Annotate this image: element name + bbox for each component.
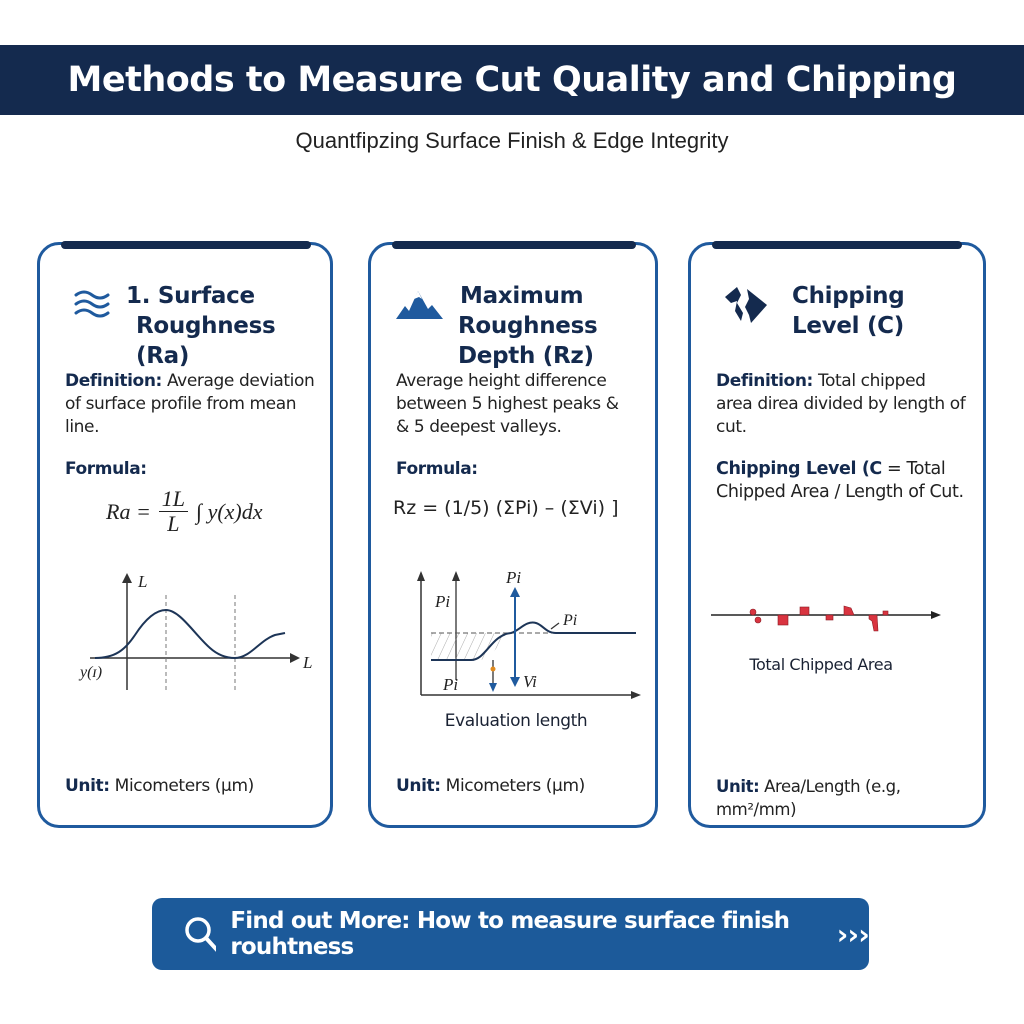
card-surface-roughness: 1. Surface Roughness (Ra) Definition: Ave… (37, 241, 333, 828)
card-top-bar (61, 241, 311, 249)
search-icon (185, 917, 217, 952)
broken-edge-icon (725, 287, 767, 323)
formula-rz: Rz = (1/5) (ΣPi) – (ΣVi) ] (393, 497, 619, 519)
card-title-line1: Chipping (792, 283, 905, 309)
chip-mark (799, 606, 810, 616)
chip-mark (868, 614, 879, 632)
card-top-bar (712, 241, 962, 249)
card-max-roughness-depth: Maximum Roughness Depth (Rz) Average heig… (368, 241, 658, 828)
chip-mark (843, 605, 855, 616)
find-out-more-button[interactable]: Find out More: How to measure surface fi… (152, 898, 870, 970)
unit: Unit: Micometers (μm) (65, 776, 254, 796)
peak-label: Pi (562, 612, 577, 629)
peak-label: Pi (442, 675, 458, 694)
card-title-line1: Maximum (460, 283, 584, 309)
button-label: Find out More: How to measure surface fi… (230, 908, 790, 960)
definition: Average height difference between 5 high… (396, 371, 619, 437)
card-top-bar (392, 241, 636, 249)
chip-mark (882, 610, 889, 616)
graph-label: Total Chipped Area (749, 655, 893, 674)
unit: Unit: Micometers (μm) (396, 776, 585, 796)
curve-label: y(ɪ) (78, 664, 102, 681)
chip-mark (754, 616, 762, 624)
card-title-line2: Roughness (Ra) (136, 313, 276, 369)
card-title-line2: Roughness Depth (Rz) (458, 311, 655, 371)
y-axis-label: L (137, 572, 147, 591)
page-title: Methods to Measure Cut Quality and Chipp… (67, 60, 957, 100)
formula-ra: Ra = 1L L ∫ y(x)dx (106, 486, 263, 536)
peak-valley-graph: Pi Pi Pi Pi Vi (417, 568, 641, 699)
formula-label: Formula: (65, 459, 147, 479)
chevrons-right-icon: ››› (836, 917, 870, 951)
page-subtitle: Quantfipzing Surface Finish & Edge Integ… (295, 128, 729, 153)
card-title-line2: Level (C) (792, 313, 904, 339)
mountain-icon (396, 291, 443, 319)
definition: Definition: Total chipped area direa div… (716, 371, 966, 437)
formula: Chipping Level (C = Total Chipped Area /… (716, 459, 964, 502)
header-banner: Methods to Measure Cut Quality and Chipp… (0, 45, 1024, 115)
chipping-graph (711, 605, 941, 632)
x-axis-label: Evaluation length (444, 711, 588, 731)
waves-icon (74, 290, 110, 318)
peak-label: Pi (434, 592, 450, 611)
card-chipping-level: Chipping Level (C) Definition: Total chip… (688, 241, 986, 828)
peak-label: Pi (505, 568, 521, 587)
chip-mark (749, 608, 757, 616)
card-title-line1: 1. Surface (126, 283, 255, 309)
chip-mark (825, 614, 834, 621)
unit: Unit: Area/Length (e.g, mm²/mm) (716, 777, 901, 819)
definition: Definition: Average deviation of surface… (65, 371, 315, 437)
formula-label: Formula: (396, 459, 478, 479)
valley-label: Vi (523, 672, 537, 691)
profile-graph: L L y(ɪ) (78, 572, 312, 690)
chip-mark (777, 614, 789, 626)
x-axis-label: L (302, 653, 312, 672)
